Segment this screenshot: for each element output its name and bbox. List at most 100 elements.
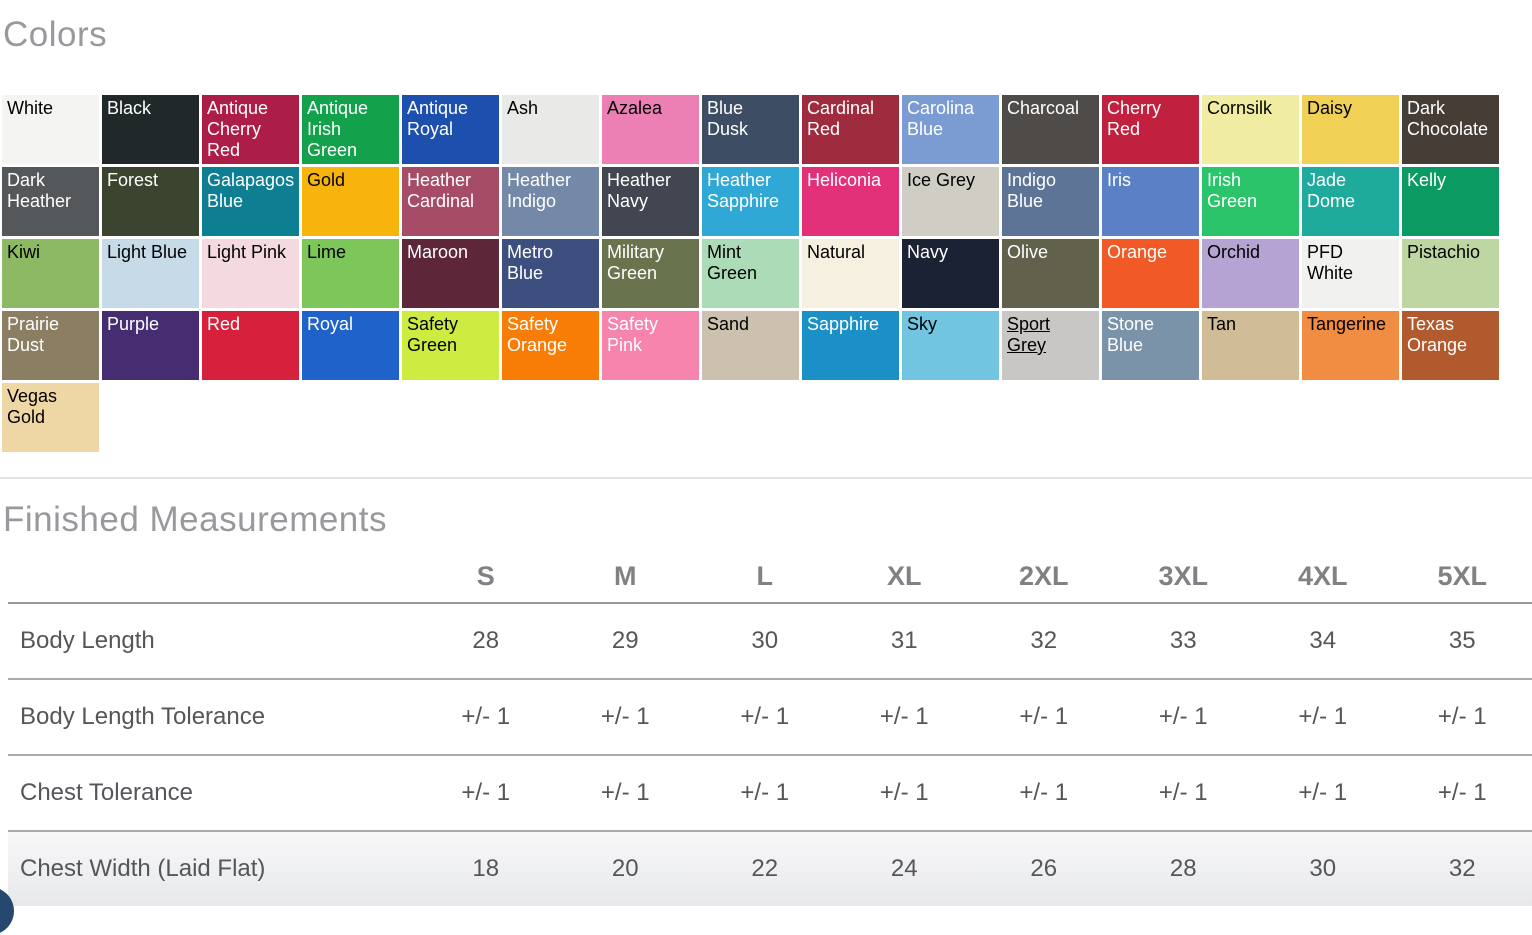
measurements-section-heading: Finished Measurements <box>3 500 1532 540</box>
color-swatch-label-kiwi: Kiwi <box>7 242 88 263</box>
color-swatch-label-ash: Ash <box>507 98 588 119</box>
measurement-value: +/- 1 <box>695 755 835 831</box>
measurement-value: +/- 1 <box>835 679 975 755</box>
size-column-header-s: S <box>416 550 556 603</box>
measurement-value: +/- 1 <box>1114 679 1254 755</box>
color-swatch-irish-green: Irish Green <box>1202 167 1299 236</box>
color-swatch-dark-chocolate: Dark Chocolate <box>1402 95 1499 164</box>
measurement-value: 32 <box>1393 831 1532 906</box>
color-swatch-maroon: Maroon <box>402 239 499 308</box>
color-swatch-label-blue-dusk: Blue Dusk <box>707 98 788 140</box>
color-swatch-label-sky: Sky <box>907 314 988 335</box>
color-swatch-label-forest: Forest <box>107 170 188 191</box>
color-swatch-metro-blue: Metro Blue <box>502 239 599 308</box>
size-column-header-xl: XL <box>835 550 975 603</box>
color-swatch-label-military-green: Military Green <box>607 242 688 284</box>
color-swatch-red: Red <box>202 311 299 380</box>
color-swatch-label-red: Red <box>207 314 288 335</box>
measurement-value: +/- 1 <box>835 755 975 831</box>
color-swatch-black: Black <box>102 95 199 164</box>
color-swatch-blue-dusk: Blue Dusk <box>702 95 799 164</box>
color-swatch-safety-green: Safety Green <box>402 311 499 380</box>
color-swatch-charcoal: Charcoal <box>1002 95 1099 164</box>
color-swatch-iris: Iris <box>1102 167 1199 236</box>
color-swatch-label-azalea: Azalea <box>607 98 688 119</box>
color-swatch-heather-cardinal: Heather Cardinal <box>402 167 499 236</box>
measurement-value: +/- 1 <box>1253 679 1393 755</box>
color-swatch-label-galapagos-blue: Galapagos Blue <box>207 170 288 212</box>
color-swatch-daisy: Daisy <box>1302 95 1399 164</box>
color-swatch-pistachio: Pistachio <box>1402 239 1499 308</box>
color-swatch-ice-grey: Ice Grey <box>902 167 999 236</box>
measurement-value: 20 <box>556 831 696 906</box>
color-swatch-label-light-pink: Light Pink <box>207 242 288 263</box>
color-swatch-natural: Natural <box>802 239 899 308</box>
measurement-value: +/- 1 <box>974 679 1114 755</box>
color-swatch-label-lime: Lime <box>307 242 388 263</box>
color-swatch-label-jade-dome: Jade Dome <box>1307 170 1388 212</box>
color-swatch-military-green: Military Green <box>602 239 699 308</box>
color-swatch-antique-royal: Antique Royal <box>402 95 499 164</box>
color-swatch-label-sport-grey[interactable]: Sport Grey <box>1007 314 1088 356</box>
color-swatch-label-tangerine: Tangerine <box>1307 314 1388 335</box>
color-swatch-label-navy: Navy <box>907 242 988 263</box>
color-swatch-sky: Sky <box>902 311 999 380</box>
color-swatch-label-safety-pink: Safety Pink <box>607 314 688 356</box>
color-swatch-prairie-dust: Prairie Dust <box>2 311 99 380</box>
color-swatch-label-white: White <box>7 98 88 119</box>
color-swatch-navy: Navy <box>902 239 999 308</box>
measurement-value: 33 <box>1114 603 1254 679</box>
size-column-header-2xl: 2XL <box>974 550 1114 603</box>
color-swatch-label-royal: Royal <box>307 314 388 335</box>
color-swatch-orange: Orange <box>1102 239 1199 308</box>
color-swatch-olive: Olive <box>1002 239 1099 308</box>
color-swatch-vegas-gold: Vegas Gold <box>2 383 99 452</box>
color-swatch-label-vegas-gold: Vegas Gold <box>7 386 88 428</box>
color-swatch-label-indigo-blue: Indigo Blue <box>1007 170 1088 212</box>
color-swatch-label-heather-navy: Heather Navy <box>607 170 688 212</box>
color-swatch-gold: Gold <box>302 167 399 236</box>
color-swatch-heather-navy: Heather Navy <box>602 167 699 236</box>
color-swatch-label-light-blue: Light Blue <box>107 242 188 263</box>
color-swatch-light-pink: Light Pink <box>202 239 299 308</box>
color-swatch-label-iris: Iris <box>1107 170 1188 191</box>
color-swatch-orchid: Orchid <box>1202 239 1299 308</box>
color-swatch-label-prairie-dust: Prairie Dust <box>7 314 88 356</box>
color-swatch-label-carolina-blue: Carolina Blue <box>907 98 988 140</box>
measurement-value: 28 <box>1114 831 1254 906</box>
color-swatch-label-ice-grey: Ice Grey <box>907 170 988 191</box>
color-swatch-antique-cherry-red: Antique Cherry Red <box>202 95 299 164</box>
color-swatch-royal: Royal <box>302 311 399 380</box>
color-swatch-heliconia: Heliconia <box>802 167 899 236</box>
measurement-value: +/- 1 <box>416 755 556 831</box>
color-swatch-sport-grey[interactable]: Sport Grey <box>1002 311 1099 380</box>
measurement-value: 32 <box>974 603 1114 679</box>
color-swatch-heather-indigo: Heather Indigo <box>502 167 599 236</box>
measurement-value: 29 <box>556 603 696 679</box>
measurement-value: +/- 1 <box>1393 755 1532 831</box>
size-column-header-5xl: 5XL <box>1393 550 1532 603</box>
measurement-value: +/- 1 <box>695 679 835 755</box>
size-column-header-l: L <box>695 550 835 603</box>
color-swatch-stone-blue: Stone Blue <box>1102 311 1199 380</box>
color-swatch-label-orchid: Orchid <box>1207 242 1288 263</box>
color-swatch-lime: Lime <box>302 239 399 308</box>
color-swatch-label-olive: Olive <box>1007 242 1088 263</box>
color-swatch-label-cardinal-red: Cardinal Red <box>807 98 888 140</box>
color-swatch-label-natural: Natural <box>807 242 888 263</box>
measurement-value: +/- 1 <box>556 755 696 831</box>
color-swatch-label-antique-cherry-red: Antique Cherry Red <box>207 98 288 161</box>
color-swatch-carolina-blue: Carolina Blue <box>902 95 999 164</box>
color-swatch-label-kelly: Kelly <box>1407 170 1488 191</box>
color-swatch-forest: Forest <box>102 167 199 236</box>
color-swatch-label-safety-green: Safety Green <box>407 314 488 356</box>
color-swatch-label-texas-orange: Texas Orange <box>1407 314 1488 356</box>
measurement-label-body-length-tolerance: Body Length Tolerance <box>8 679 416 755</box>
color-swatch-label-sapphire: Sapphire <box>807 314 888 335</box>
color-swatch-label-maroon: Maroon <box>407 242 488 263</box>
color-swatch-label-dark-heather: Dark Heather <box>7 170 88 212</box>
measurement-value: 35 <box>1393 603 1532 679</box>
color-swatch-tan: Tan <box>1202 311 1299 380</box>
